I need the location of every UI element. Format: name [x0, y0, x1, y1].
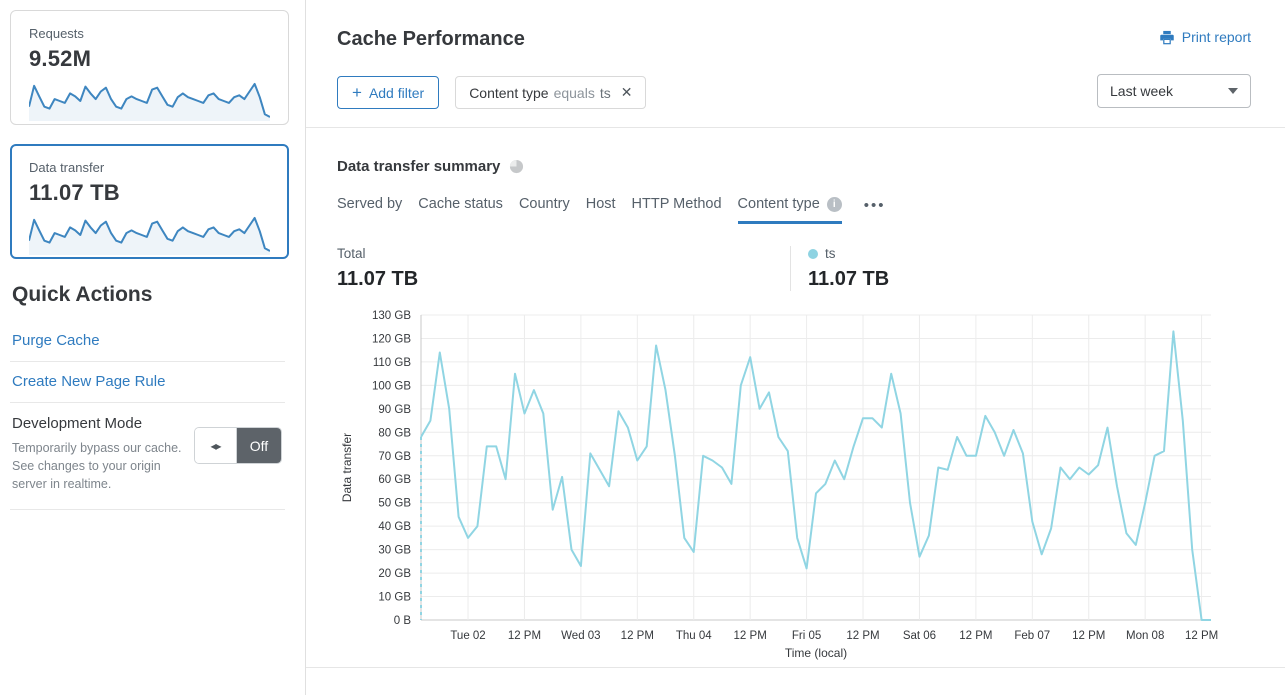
main-content: Cache Performance Print report + Add fil… [306, 0, 1285, 695]
svg-text:Tue 02: Tue 02 [450, 630, 485, 642]
add-filter-label: Add filter [368, 84, 425, 101]
svg-text:120 GB: 120 GB [372, 333, 411, 345]
data-transfer-chart: 0 B 10 GB 20 GB 30 GB 40 GB 50 GB 60 GB 70 GB 80… [340, 310, 1218, 660]
svg-text:130 GB: 130 GB [372, 310, 411, 322]
summary-title: Data transfer summary [337, 158, 501, 175]
svg-text:12 PM: 12 PM [621, 630, 654, 642]
more-tabs-button[interactable]: ••• [863, 197, 886, 214]
time-range-select[interactable]: Last week [1097, 74, 1251, 108]
svg-text:Wed 03: Wed 03 [561, 630, 600, 642]
dimension-tabs: Served by Cache status Country Host HTTP… [337, 196, 1251, 224]
data-transfer-value: 11.07 TB [29, 180, 120, 205]
development-mode-description: Temporarily bypass our cache. See change… [12, 441, 182, 491]
data-transfer-sparkline [29, 216, 270, 255]
requests-label: Requests [29, 26, 84, 41]
data-transfer-label: Data transfer [29, 160, 105, 175]
svg-text:50 GB: 50 GB [378, 498, 411, 510]
svg-text:Thu 04: Thu 04 [676, 630, 712, 642]
svg-text:110 GB: 110 GB [373, 357, 411, 369]
total-value: 11.07 TB [337, 268, 419, 290]
svg-text:70 GB: 70 GB [378, 451, 411, 463]
divider [10, 361, 285, 362]
development-mode-toggle[interactable]: ◂▸ Off [194, 427, 282, 464]
filter-chip-content-type[interactable]: Content type equals ts ✕ [455, 76, 647, 109]
svg-text:20 GB: 20 GB [378, 568, 411, 580]
svg-text:Time (local): Time (local) [785, 646, 847, 660]
printer-icon [1160, 30, 1174, 44]
series-ts-block: ts 11.07 TB [790, 246, 889, 291]
svg-text:100 GB: 100 GB [372, 380, 411, 392]
filter-value: ts [599, 84, 611, 101]
requests-sparkline [29, 82, 270, 121]
filter-operator: equals [553, 84, 595, 101]
divider [306, 667, 1285, 668]
svg-text:80 GB: 80 GB [378, 427, 411, 439]
svg-text:12 PM: 12 PM [1072, 630, 1105, 642]
tab-host[interactable]: Host [585, 196, 616, 212]
svg-text:90 GB: 90 GB [378, 404, 411, 416]
purge-cache-link[interactable]: Purge Cache [12, 332, 100, 349]
info-icon[interactable]: i [826, 196, 842, 212]
tab-content-type[interactable]: Content type i [737, 196, 842, 224]
svg-text:Fri 05: Fri 05 [792, 630, 821, 642]
svg-text:40 GB: 40 GB [378, 521, 411, 533]
tab-country[interactable]: Country [518, 196, 570, 212]
totals-row: Total 11.07 TB ts 11.07 TB [337, 246, 1251, 291]
chevron-down-icon [1228, 88, 1238, 94]
development-mode-row: Development Mode Temporarily bypass our … [10, 403, 285, 511]
development-mode-label: Development Mode [12, 415, 143, 432]
data-transfer-summary-section: Data transfer summary Served by Cache st… [306, 128, 1285, 668]
tab-served-by[interactable]: Served by [337, 196, 403, 212]
svg-text:0 B: 0 B [394, 615, 412, 627]
svg-text:60 GB: 60 GB [378, 474, 411, 486]
create-page-rule-link[interactable]: Create New Page Rule [12, 373, 166, 390]
svg-text:12 PM: 12 PM [959, 630, 992, 642]
ts-legend-dot-icon [808, 248, 818, 259]
filter-row: + Add filter Content type equals ts ✕ [337, 76, 1251, 109]
time-range-value: Last week [1110, 83, 1174, 99]
svg-text:12 PM: 12 PM [1185, 630, 1218, 642]
quick-actions-title: Quick Actions [12, 283, 153, 306]
sidebar: Requests 9.52M Data transfer 11.07 TB Qu… [0, 0, 306, 695]
total-label: Total [337, 246, 366, 261]
svg-text:10 GB: 10 GB [378, 592, 411, 604]
page-title: Cache Performance [337, 28, 525, 50]
print-report-label: Print report [1181, 29, 1251, 45]
toggle-state-label: Off [237, 428, 281, 463]
svg-text:Mon 08: Mon 08 [1126, 630, 1164, 642]
tab-http-method[interactable]: HTTP Method [631, 196, 722, 212]
tab-cache-status[interactable]: Cache status [418, 196, 503, 212]
requests-metric-card[interactable]: Requests 9.52M [10, 10, 289, 125]
ts-legend-label: ts [825, 246, 836, 261]
add-filter-button[interactable]: + Add filter [337, 76, 440, 109]
data-transfer-metric-card[interactable]: Data transfer 11.07 TB [10, 144, 289, 259]
main-header: Cache Performance Print report + Add fil… [306, 0, 1285, 128]
svg-text:Feb 07: Feb 07 [1014, 630, 1050, 642]
filter-field: Content type [469, 84, 549, 101]
total-block: Total 11.07 TB [337, 246, 790, 291]
svg-text:12 PM: 12 PM [734, 630, 767, 642]
ts-value: 11.07 TB [808, 268, 890, 290]
divider [10, 402, 285, 403]
print-report-link[interactable]: Print report [1159, 29, 1251, 45]
svg-text:Data transfer: Data transfer [340, 433, 354, 502]
remove-filter-icon[interactable]: ✕ [620, 84, 633, 101]
pie-loading-icon [510, 159, 524, 174]
svg-text:12 PM: 12 PM [508, 630, 541, 642]
requests-value: 9.52M [29, 46, 92, 71]
svg-text:12 PM: 12 PM [846, 630, 879, 642]
toggle-arrows-icon: ◂▸ [195, 428, 237, 463]
plus-icon: + [352, 83, 362, 102]
svg-text:Sat 06: Sat 06 [903, 630, 936, 642]
svg-text:30 GB: 30 GB [378, 545, 411, 557]
